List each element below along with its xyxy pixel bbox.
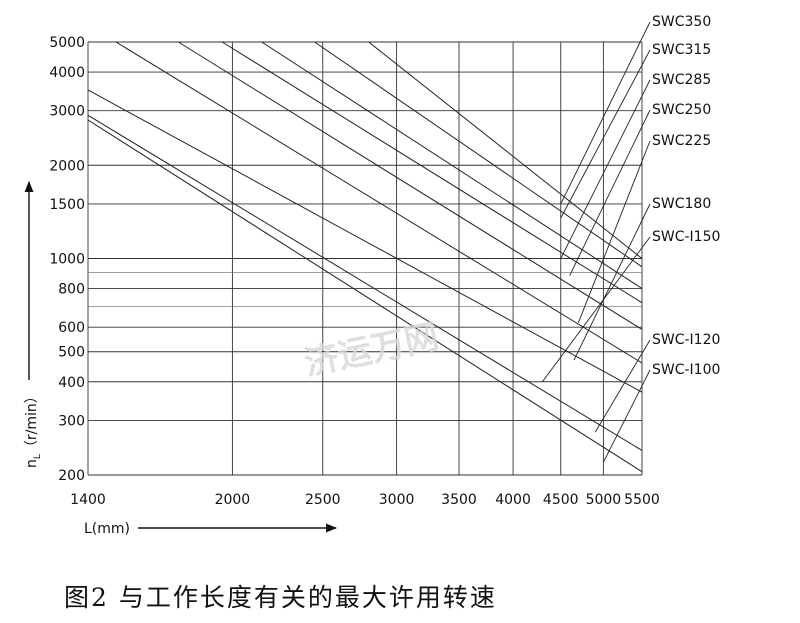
x-tick-label: 5500 [624, 492, 660, 508]
y-axis-label-unit: （r/min） [24, 389, 40, 454]
series-label: SWC250 [652, 102, 711, 118]
y-tick-label: 300 [58, 413, 85, 429]
x-tick-label: 3500 [441, 492, 477, 508]
label-leader-line [560, 79, 651, 259]
label-leader-line [560, 49, 651, 219]
x-tick-label: 3000 [379, 492, 415, 508]
series-line [115, 41, 643, 364]
series-line [178, 41, 643, 330]
series-line [87, 119, 643, 473]
x-tick-labels: 1400 2000 2500 3000 3500 4000 4500 5000 5500 [70, 492, 660, 508]
x-tick-label: 4000 [495, 492, 531, 508]
label-leader-line [603, 369, 651, 463]
y-tick-label: 800 [58, 282, 85, 298]
y-tick-labels: 200 300 400 500 600 800 1000 1500 2000 3000 4000 50… [49, 35, 85, 484]
y-tick-label: 2000 [49, 158, 85, 174]
x-tick-label: 5000 [586, 492, 622, 508]
y-axis-label-main: n [24, 459, 40, 468]
label-leader-line [577, 140, 651, 323]
label-leader-line [560, 21, 651, 205]
label-leader-line [541, 236, 651, 383]
y-axis-label: nL（r/min） [24, 389, 43, 468]
x-axis-label: L(mm) [84, 521, 130, 537]
y-axis-label-sub: L [33, 454, 43, 459]
series-label: SWC-I120 [652, 332, 720, 348]
label-leader-lines [541, 21, 651, 463]
series-label: SWC285 [652, 72, 711, 88]
series-line [368, 41, 643, 259]
y-tick-label: 600 [58, 320, 85, 336]
series-label: SWC180 [652, 196, 711, 212]
y-tick-label: 400 [58, 375, 85, 391]
y-tick-label: 1000 [49, 252, 85, 268]
figure-caption: 图2 与工作长度有关的最大许用转速 [64, 583, 497, 612]
series-labels: SWC350 SWC315 SWC285 SWC250 SWC225 SWC180 SWC-… [652, 14, 720, 378]
x-tick-label: 1400 [70, 492, 106, 508]
y-gridlines [88, 41, 642, 476]
y-tick-label: 4000 [49, 65, 85, 81]
watermark-text: 济运万网 [301, 317, 442, 384]
series-line [87, 114, 643, 451]
series-line [87, 89, 643, 393]
series-label: SWC350 [652, 14, 711, 30]
series-label: SWC225 [652, 133, 711, 149]
label-leader-line [569, 109, 651, 276]
y-tick-label: 500 [58, 345, 85, 361]
series-label: SWC-I100 [652, 362, 720, 378]
y-tick-label: 200 [58, 468, 85, 484]
series-line [314, 41, 643, 268]
y-tick-label: 3000 [49, 104, 85, 120]
y-tick-label: 5000 [49, 35, 85, 51]
label-leader-line [594, 339, 651, 433]
x-tick-label: 2500 [305, 492, 341, 508]
series-line [261, 41, 643, 289]
series-label: SWC-I150 [652, 229, 720, 245]
series-lines [87, 41, 643, 473]
series-label: SWC315 [652, 42, 711, 58]
y-tick-label: 1500 [49, 197, 85, 213]
svg-text:nL（r/min）: nL（r/min） [24, 389, 43, 468]
x-tick-label: 2000 [215, 492, 251, 508]
x-tick-label: 4500 [543, 492, 579, 508]
label-leader-line [573, 203, 651, 361]
series-line [221, 41, 643, 304]
